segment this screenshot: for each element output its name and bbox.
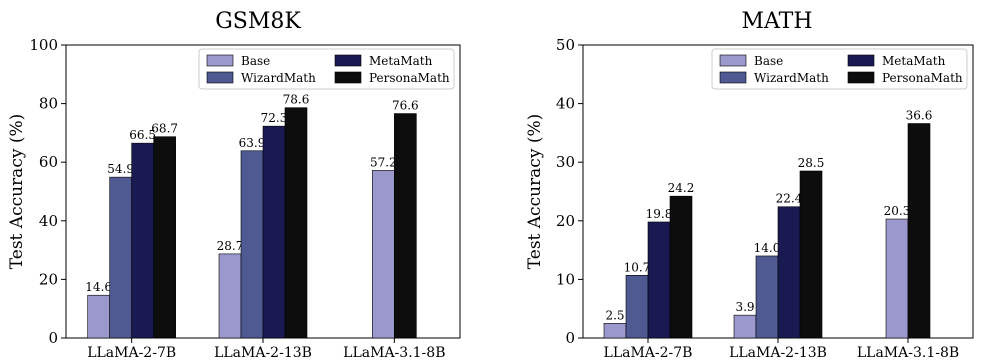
legend: Base WizardMath MetaMath PersonaMath xyxy=(711,48,968,90)
data-label: 63.9 xyxy=(239,136,266,150)
legend: Base WizardMath MetaMath PersonaMath xyxy=(198,48,455,90)
legend-label: WizardMath xyxy=(754,71,829,85)
data-label: 3.9 xyxy=(735,300,754,314)
y-axis-label: Test Accuracy (%) xyxy=(7,114,27,270)
y-tick-label: 80 xyxy=(39,95,58,113)
legend-label: WizardMath xyxy=(241,71,316,85)
bar xyxy=(777,206,801,339)
x-tick-label: LLaMA-3.1-8B xyxy=(857,345,959,360)
data-label: 57.2 xyxy=(370,155,397,169)
bar xyxy=(394,113,417,339)
bar xyxy=(603,323,627,339)
y-tick-label: 40 xyxy=(556,95,575,113)
y-tick-label: 10 xyxy=(556,270,575,288)
chart-title: MATH xyxy=(741,9,812,34)
bar xyxy=(87,294,110,339)
data-label: 10.7 xyxy=(624,260,651,274)
bar xyxy=(131,142,154,339)
data-label: 20.3 xyxy=(884,204,911,218)
x-ticks: LLaMA-2-7B LLaMA-2-13B LLaMA-3.1-8B xyxy=(87,338,445,360)
bar xyxy=(733,314,757,339)
legend-swatch xyxy=(334,71,362,84)
math-panel: MATH Test Accuracy (%) 0 10 20 30 40 50 LLaMA… xyxy=(525,9,974,360)
bar xyxy=(799,170,823,339)
x-tick-label: LLaMA-2-7B xyxy=(604,345,693,360)
bar xyxy=(647,221,671,339)
data-label: 78.6 xyxy=(283,93,310,107)
data-label: 2.5 xyxy=(605,308,624,322)
data-label: 24.2 xyxy=(668,181,695,195)
bar xyxy=(907,123,931,339)
x-tick-label: LLaMA-3.1-8B xyxy=(343,345,445,360)
bar xyxy=(262,125,286,339)
bar xyxy=(109,176,132,339)
legend-swatch xyxy=(334,54,362,67)
y-tick-label: 20 xyxy=(556,212,575,230)
data-label: 28.5 xyxy=(798,156,825,170)
legend-label: MetaMath xyxy=(882,54,946,68)
data-label: 19.8 xyxy=(646,207,673,221)
legend-label: MetaMath xyxy=(369,54,433,68)
bar xyxy=(284,107,308,339)
data-label: 54.9 xyxy=(107,162,134,176)
bars: 2.5 10.7 19.8 24.2 3.9 14.0 22.4 28.5 20.3 36.6 xyxy=(603,109,933,339)
x-tick-label: LLaMA-2-13B xyxy=(214,345,312,360)
data-label: 14.6 xyxy=(85,280,112,294)
y-tick-label: 0 xyxy=(565,329,575,347)
x-ticks: LLaMA-2-7B LLaMA-2-13B LLaMA-3.1-8B xyxy=(604,338,959,360)
legend-label: PersonaMath xyxy=(369,71,450,85)
bar xyxy=(240,150,264,339)
legend-swatch xyxy=(206,71,234,84)
data-label: 68.7 xyxy=(151,122,178,136)
bar xyxy=(218,253,242,339)
x-tick-label: LLaMA-2-13B xyxy=(729,345,827,360)
bar xyxy=(669,195,693,339)
bars: 14.6 54.9 66.568.7 28.7 63.9 72.3 78.6 57.2 76.6 xyxy=(85,93,419,339)
legend-label: Base xyxy=(754,54,783,68)
data-label: 28.7 xyxy=(217,239,244,253)
legend-swatch xyxy=(847,71,875,84)
data-label: 76.6 xyxy=(392,99,419,113)
legend-box xyxy=(711,48,968,90)
y-ticks: 0 10 20 30 40 50 xyxy=(556,36,583,347)
y-axis-label: Test Accuracy (%) xyxy=(525,114,545,270)
y-tick-label: 60 xyxy=(39,153,58,171)
legend-swatch xyxy=(847,54,875,67)
legend-label: Base xyxy=(241,54,270,68)
data-label: 66.5 xyxy=(129,128,156,142)
y-tick-label: 0 xyxy=(48,329,58,347)
data-label: 22.4 xyxy=(776,192,803,206)
data-label: 72.3 xyxy=(261,111,288,125)
data-label: 14.0 xyxy=(754,241,781,255)
bar xyxy=(625,274,649,339)
data-label: 36.6 xyxy=(906,109,933,123)
bar xyxy=(372,170,395,339)
bar xyxy=(755,255,779,339)
y-tick-label: 100 xyxy=(29,36,58,54)
y-tick-label: 40 xyxy=(39,212,58,230)
y-tick-label: 30 xyxy=(556,153,575,171)
y-ticks: 0 20 40 60 80 100 xyxy=(29,36,66,347)
bar xyxy=(153,136,176,339)
legend-swatch xyxy=(719,71,747,84)
legend-label: PersonaMath xyxy=(882,71,963,85)
bar xyxy=(885,218,909,339)
legend-swatch xyxy=(206,54,234,67)
legend-swatch xyxy=(719,54,747,67)
x-tick-label: LLaMA-2-7B xyxy=(87,345,176,360)
legend-box xyxy=(198,48,455,90)
gsm8k-panel: GSM8K Test Accuracy (%) 0 20 40 60 80 100 LLa… xyxy=(7,9,461,360)
chart-title: GSM8K xyxy=(215,9,301,34)
y-tick-label: 20 xyxy=(39,270,58,288)
y-tick-label: 50 xyxy=(556,36,575,54)
